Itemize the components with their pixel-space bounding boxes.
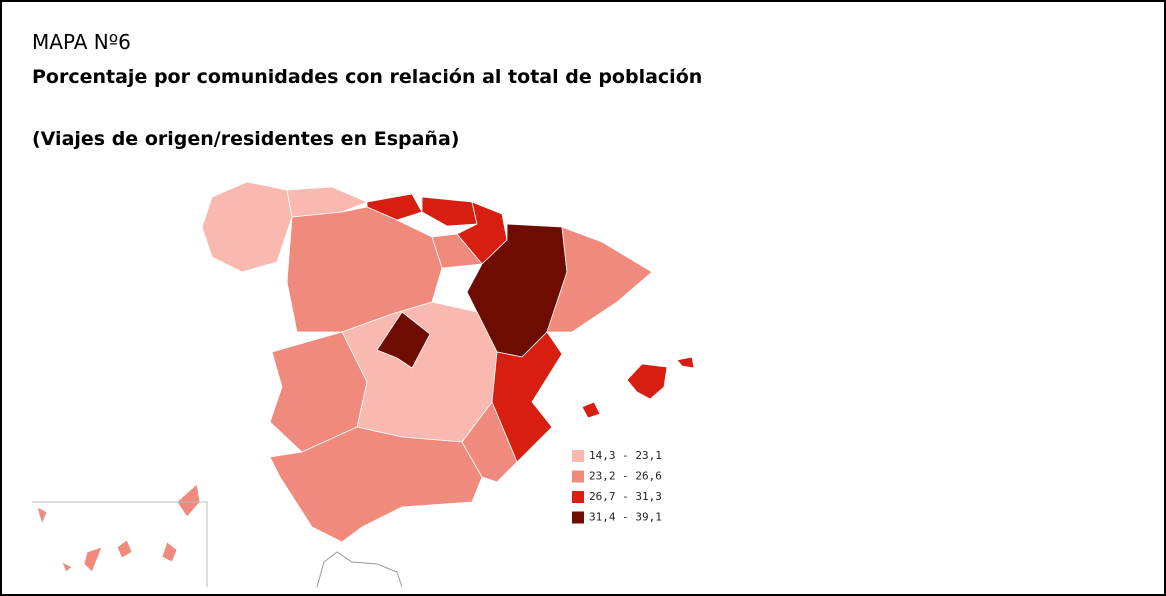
region bbox=[286, 206, 443, 333]
legend-swatch bbox=[572, 491, 584, 503]
map-subtitle: (Viajes de origen/residentes en España) bbox=[32, 128, 460, 150]
region bbox=[366, 193, 423, 221]
region bbox=[546, 226, 653, 333]
ceuta-melilla-outline bbox=[316, 551, 403, 588]
legend-swatch bbox=[572, 470, 584, 483]
legend-label: 26,7 - 31,3 bbox=[589, 490, 662, 503]
region bbox=[286, 186, 369, 218]
region bbox=[116, 539, 133, 559]
region bbox=[581, 401, 601, 419]
region bbox=[676, 356, 695, 369]
map-label: MAPA Nº6 bbox=[32, 30, 131, 54]
legend-swatch bbox=[572, 450, 584, 462]
region bbox=[626, 363, 668, 400]
region bbox=[201, 181, 293, 273]
region bbox=[421, 196, 478, 227]
legend: 14,3 - 23,1 23,2 - 26,6 26,7 - 31,3 31,4 - … bbox=[572, 449, 662, 524]
regions bbox=[32, 181, 695, 588]
region bbox=[61, 561, 73, 573]
legend-label: 23,2 - 26,6 bbox=[589, 470, 662, 483]
legend-label: 31,4 - 39,1 bbox=[589, 511, 662, 524]
region bbox=[176, 483, 201, 518]
region bbox=[161, 541, 178, 563]
legend-label: 14,3 - 23,1 bbox=[589, 449, 662, 462]
map-title: Porcentaje por comunidades con relación … bbox=[32, 66, 703, 88]
canarias-frame bbox=[32, 501, 208, 587]
region bbox=[36, 506, 48, 526]
legend-swatch bbox=[572, 511, 584, 524]
region bbox=[83, 546, 103, 573]
region bbox=[269, 426, 483, 543]
region bbox=[376, 311, 431, 369]
region bbox=[461, 401, 518, 483]
